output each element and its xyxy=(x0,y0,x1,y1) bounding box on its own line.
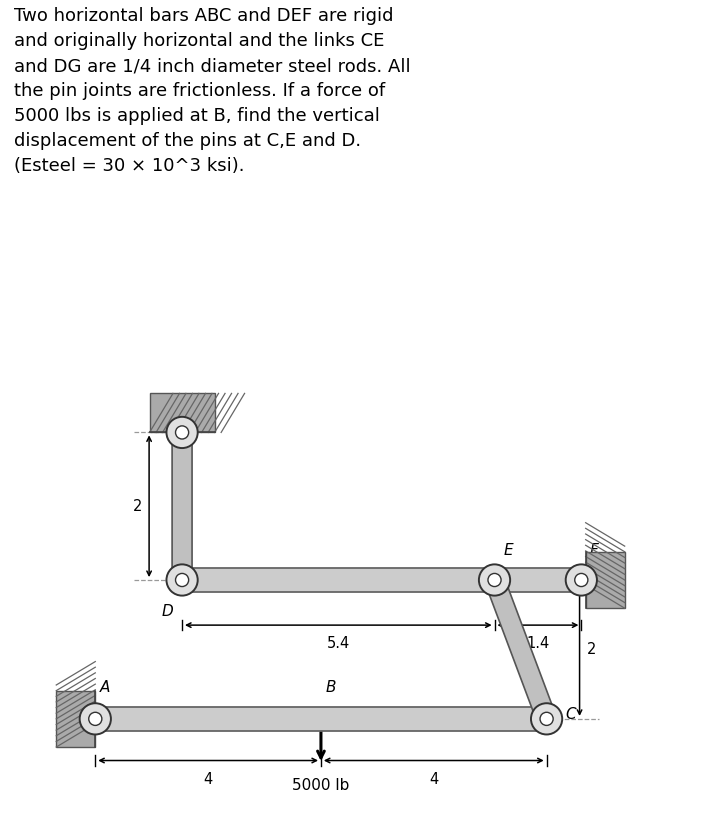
Text: G: G xyxy=(201,421,213,435)
Bar xyxy=(56,690,95,747)
Text: 4: 4 xyxy=(204,772,212,787)
Text: Two horizontal bars ABC and DEF are rigid
and originally horizontal and the link: Two horizontal bars ABC and DEF are rigi… xyxy=(14,7,411,175)
Text: 2: 2 xyxy=(587,642,596,657)
FancyBboxPatch shape xyxy=(485,574,557,725)
Text: 1.4: 1.4 xyxy=(526,636,549,651)
Circle shape xyxy=(176,425,189,439)
Circle shape xyxy=(540,712,553,725)
Text: 5000 lb: 5000 lb xyxy=(292,778,350,793)
Circle shape xyxy=(531,703,562,734)
Text: 5.4: 5.4 xyxy=(327,636,350,651)
Circle shape xyxy=(80,703,111,734)
Text: B: B xyxy=(325,680,336,695)
Text: F: F xyxy=(590,543,599,558)
Bar xyxy=(150,393,215,432)
Bar xyxy=(95,707,551,731)
Circle shape xyxy=(166,416,198,448)
Circle shape xyxy=(566,565,597,596)
Text: D: D xyxy=(162,604,174,619)
Circle shape xyxy=(89,712,102,725)
FancyBboxPatch shape xyxy=(172,428,192,584)
Text: E: E xyxy=(503,543,513,558)
Text: C: C xyxy=(566,707,576,722)
Circle shape xyxy=(479,565,510,596)
Text: 4: 4 xyxy=(429,772,438,787)
Bar xyxy=(585,551,625,608)
Circle shape xyxy=(176,574,189,587)
Circle shape xyxy=(488,574,501,587)
Text: A: A xyxy=(99,680,110,695)
Circle shape xyxy=(166,565,198,596)
Bar xyxy=(178,568,585,592)
Circle shape xyxy=(575,574,588,587)
Text: 2: 2 xyxy=(132,499,142,514)
